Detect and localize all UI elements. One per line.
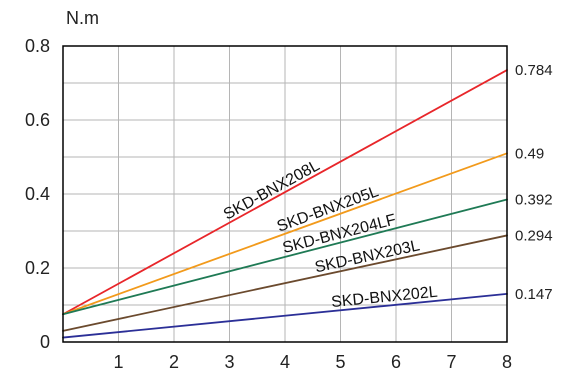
series-line-skd-bnx204lf [62,198,508,316]
y-tick-label: 0.6 [25,110,50,130]
x-tick-label: 7 [446,352,456,372]
series-lines [62,69,508,339]
series-line-skd-bnx208l [62,69,508,316]
x-tick-label: 5 [335,352,345,372]
x-tick-label: 8 [502,352,512,372]
end-value-label: 0.147 [515,286,553,303]
y-tick-label: 0.4 [25,184,50,204]
y-tick-labels: 0 0.2 0.4 0.6 0.8 [25,36,50,352]
x-tick-label: 6 [391,352,401,372]
x-tick-label: 2 [169,352,179,372]
series-name-label: SKD-BNX202L [331,284,439,311]
x-tick-label: 1 [113,352,123,372]
series-line-skd-bnx205l [62,152,508,316]
y-tick-label: 0.2 [25,258,50,278]
end-value-labels: 0.784 0.49 0.392 0.294 0.147 [515,62,553,303]
series-name-labels: SKD-BNX208LSKD-BNX205LSKD-BNX204LFSKD-BN… [221,157,439,311]
y-axis-unit-label: N.m [66,8,99,28]
plot-frame [62,45,508,343]
x-tick-labels: 1 2 3 4 5 6 7 8 [113,352,512,372]
series-line-skd-bnx203l [62,234,508,332]
end-value-label: 0.294 [515,227,553,244]
end-value-label: 0.392 [515,192,553,209]
x-tick-label: 3 [224,352,234,372]
end-value-label: 0.49 [515,145,544,162]
y-tick-label: 0 [40,332,50,352]
y-tick-label: 0.8 [25,36,50,56]
x-tick-label: 4 [280,352,290,372]
series-line-skd-bnx202l [62,292,508,339]
end-value-label: 0.784 [515,62,553,79]
